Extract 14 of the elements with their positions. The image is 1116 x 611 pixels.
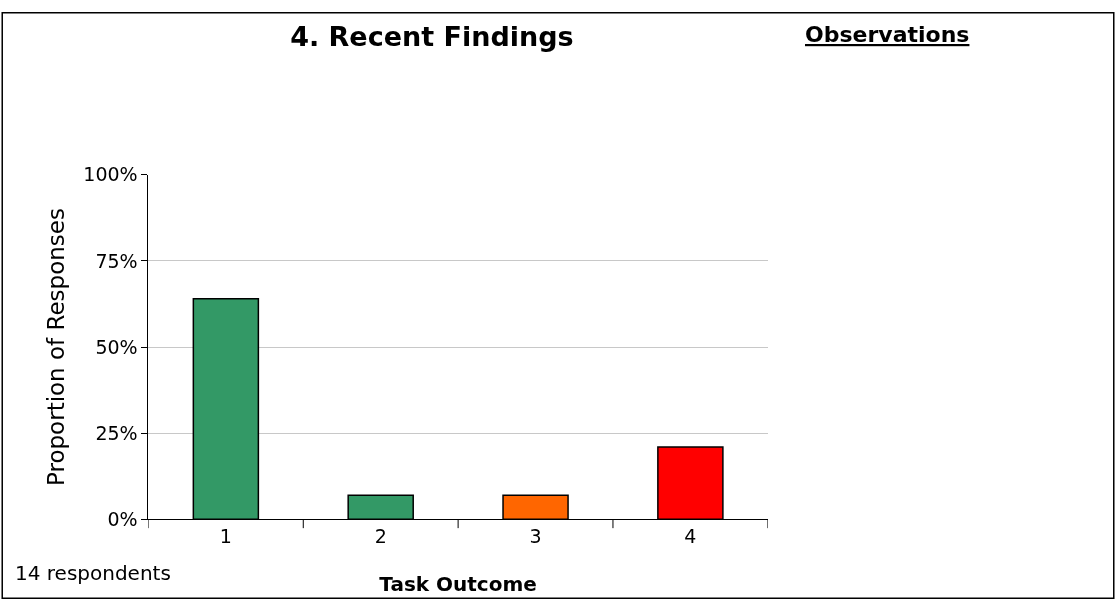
y-tick-label: 100%: [83, 163, 138, 186]
text: Observations: [805, 22, 970, 47]
x-tick-label: 3: [529, 525, 542, 548]
x-axis-title: Task Outcome: [379, 571, 537, 596]
y-tick-label: 25%: [95, 421, 138, 444]
y-tick-label: 0%: [107, 507, 138, 530]
y-axis-title: Proportion of Responses: [42, 208, 69, 486]
x-tick-label: 1: [219, 525, 232, 548]
y-tick-label: 50%: [95, 335, 138, 358]
chart-title: 4. Recent Findings: [290, 21, 574, 53]
x-tick-label: 2: [374, 525, 387, 548]
text: 14 respondents: [15, 561, 171, 585]
x-tick-label: 4: [684, 525, 697, 548]
y-tick-label: 75%: [95, 249, 138, 272]
